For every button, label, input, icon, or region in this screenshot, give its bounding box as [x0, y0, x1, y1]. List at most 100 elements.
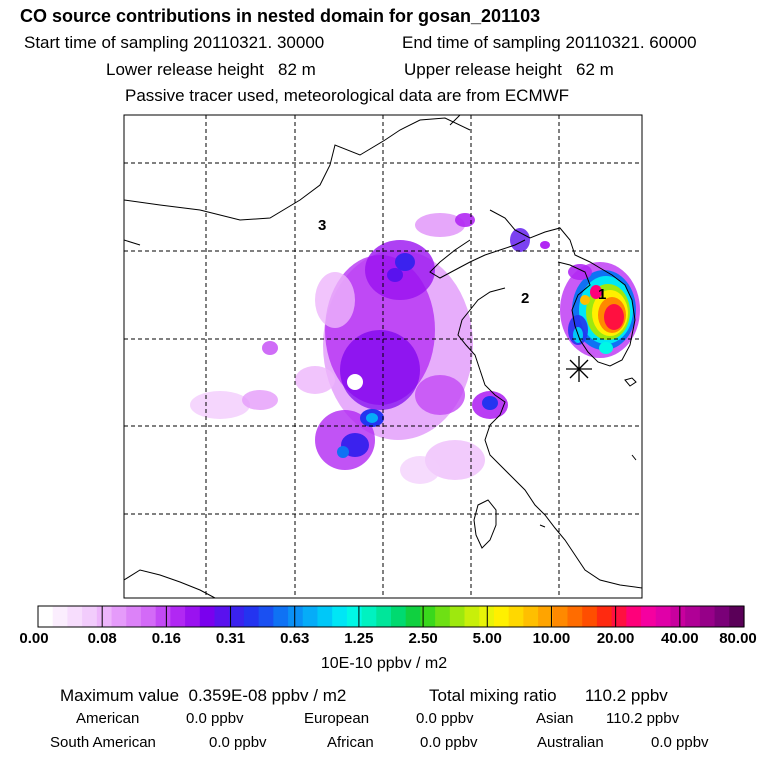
gridlines: [124, 115, 642, 598]
colorbar-cell: [302, 606, 319, 627]
lower-release-label: Lower release height: [106, 60, 264, 79]
map-frame: [123, 114, 643, 599]
contrib-american-value: 0.0 ppbv: [186, 710, 244, 727]
colorbar-cell: [582, 606, 598, 627]
colorbar-tick-label: 5.00: [472, 630, 502, 647]
colorbar-cell: [155, 606, 171, 627]
end-time-label: End time of sampling: [402, 33, 561, 52]
asterisk-icon: [566, 356, 592, 382]
colorbar-cell: [96, 606, 113, 627]
plume-main: [190, 213, 550, 484]
lower-release-value: 82 m: [278, 60, 316, 79]
total-mixing-label: Total mixing ratio: [429, 686, 557, 705]
colorbar-cell: [685, 606, 701, 627]
colorbar-tick-label: 20.00: [596, 630, 635, 647]
colorbar-tick-label: 2.50: [408, 630, 438, 647]
contrib-asian: Asian: [536, 710, 574, 727]
colorbar-cell: [699, 606, 716, 627]
colorbar-cell: [391, 606, 407, 627]
colorbar-cell: [243, 606, 260, 627]
colorbar-tick-label: 0.00: [19, 630, 49, 647]
contrib-australian-value: 0.0 ppbv: [651, 734, 709, 751]
contrib-region: African: [327, 734, 374, 751]
colorbar-cell: [185, 606, 201, 627]
contrib-region: European: [304, 710, 370, 727]
contrib-asian-value: 110.2 ppbv: [606, 710, 680, 727]
contrib-african-value: 0.0 ppbv: [420, 734, 478, 751]
colorbar-cell: [464, 606, 480, 627]
colorbar-cell: [258, 606, 274, 627]
colorbar-cell: [126, 606, 142, 627]
contrib-region: Australian: [537, 734, 604, 751]
region-label-1: 1: [598, 286, 607, 303]
contrib-european-value: 0.0 ppbv: [416, 710, 474, 727]
colorbar-cell: [626, 606, 642, 627]
lower-release-height: Lower release height 82 m: [106, 60, 316, 80]
colorbar-cell: [38, 606, 54, 627]
colorbar-cell: [317, 606, 333, 627]
colorbar-cell: [346, 606, 363, 627]
colorbar-cell: [67, 606, 83, 627]
colorbar-tick-label: 40.00: [661, 630, 699, 647]
colorbar-cell: [170, 606, 186, 627]
colorbar-cell: [596, 606, 613, 627]
colorbar-cell: [714, 606, 730, 627]
colorbar-cell: [641, 606, 657, 627]
plume-korea: [560, 262, 640, 358]
colorbar-cell: [655, 606, 672, 627]
contrib-south-american-value: 0.0 ppbv: [209, 734, 267, 751]
upper-release-value: 62 m: [576, 60, 614, 79]
colorbar-cell: [140, 606, 157, 627]
contrib-south-american: South American: [50, 734, 156, 751]
colorbar-cell: [493, 606, 510, 627]
colorbar-tick-label: 0.63: [280, 630, 310, 647]
colorbar-tick-label: 0.16: [151, 630, 181, 647]
upper-release-height: Upper release height 62 m: [404, 60, 614, 80]
colorbar-tick-label: 0.31: [215, 630, 246, 647]
colorbar-tick-label: 0.08: [87, 630, 117, 647]
colorbar-cell: [361, 606, 377, 627]
colorbar-cell: [199, 606, 216, 627]
region-label-2: 2: [521, 290, 530, 307]
colorbar-cell: [111, 606, 127, 627]
contrib-australian: Australian: [537, 734, 604, 751]
colorbar-cell: [508, 606, 524, 627]
colorbar-cell: [332, 606, 348, 627]
colorbar-cell: [52, 606, 69, 627]
contrib-african: African: [327, 734, 374, 751]
total-mixing-ratio: Total mixing ratio 110.2 ppbv: [429, 686, 668, 706]
colorbar-cell: [82, 606, 98, 627]
colorbar-cell: [523, 606, 539, 627]
colorbar-cell: [273, 606, 289, 627]
colorbar-cell: [670, 606, 686, 627]
colorbar-cell: [229, 606, 245, 627]
colorbar-cell: [420, 606, 436, 627]
colorbar: [37, 605, 745, 628]
colorbar-cell: [729, 606, 745, 627]
contrib-region: South American: [50, 734, 156, 751]
tracer-note: Passive tracer used, meteorological data…: [125, 86, 570, 105]
colorbar-cell: [552, 606, 569, 627]
colorbar-cell: [435, 606, 451, 627]
colorbar-cell: [288, 606, 304, 627]
colorbar-cell: [567, 606, 583, 627]
colorbar-cell: [449, 606, 466, 627]
colorbar-tick-label: 10.00: [532, 630, 571, 647]
upper-release-label: Upper release height: [404, 60, 562, 79]
contrib-european: European: [304, 710, 369, 727]
colorbar-tick-label: 1.25: [344, 630, 374, 647]
end-time-value: 20110321. 60000: [565, 33, 697, 52]
colorbar-cell: [214, 606, 230, 627]
coastlines: [124, 115, 642, 598]
total-mixing-value: 110.2 ppbv: [584, 686, 668, 705]
maximum-value: Maximum value 0.359E-08 ppbv / m2: [60, 686, 346, 706]
end-time: End time of sampling 20110321. 60000: [402, 33, 697, 53]
concentration-field: [124, 115, 642, 598]
colorbar-cell: [405, 606, 422, 627]
colorbar-cell: [376, 606, 392, 627]
start-time-label: Start time of sampling: [24, 33, 189, 52]
contrib-region: Asian: [536, 710, 574, 727]
maximum-value-number: 0.359E-08 ppbv / m2: [188, 686, 347, 705]
region-label-3: 3: [318, 217, 327, 234]
